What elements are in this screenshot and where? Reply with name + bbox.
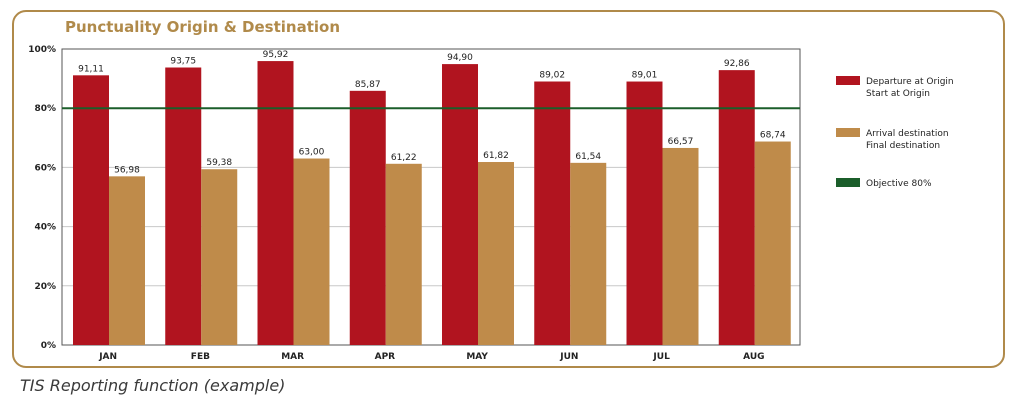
x-tick-label-aug: AUG (743, 352, 764, 362)
bar-arrival-jul (662, 147, 699, 345)
x-tick-label-feb: FEB (191, 352, 210, 362)
chart-title: Punctuality Origin & Destination (65, 18, 341, 36)
bar-departure-jul (626, 81, 663, 346)
legend-swatch-arrival (836, 128, 860, 137)
bar-departure-mar (257, 61, 294, 345)
data-label-departure-apr: 85,87 (355, 80, 381, 90)
y-tick-label: 20% (34, 282, 56, 292)
legend-label-arrival: Arrival destination (866, 129, 949, 139)
bar-arrival-may (478, 162, 514, 345)
legend-label-departure: Departure at Origin (866, 77, 954, 87)
legend-swatch-objective (836, 178, 860, 187)
data-label-arrival-apr: 61,22 (391, 153, 417, 163)
x-tick-label-mar: MAR (281, 352, 304, 362)
data-label-departure-mar: 95,92 (263, 50, 289, 60)
bar-departure-aug (718, 70, 755, 345)
data-label-arrival-jan: 56,98 (114, 165, 140, 175)
data-label-arrival-jun: 61,54 (575, 152, 601, 162)
bar-departure-jun (534, 81, 571, 346)
y-tick-label: 80% (34, 104, 56, 114)
figure-caption: TIS Reporting function (example) (20, 376, 286, 395)
data-label-departure-feb: 93,75 (170, 57, 196, 67)
plot-area-border (61, 48, 801, 346)
y-tick-label: 100% (28, 45, 56, 55)
x-tick-label-apr: APR (375, 352, 396, 362)
data-label-arrival-mar: 63,00 (299, 148, 325, 158)
bar-arrival-jun (570, 162, 607, 345)
data-label-departure-jun: 89,02 (539, 71, 565, 81)
data-label-arrival-may: 61,82 (483, 151, 509, 161)
x-tick-label-jul: JUL (652, 352, 670, 362)
x-tick-label-jun: JUN (559, 352, 578, 362)
y-tick-label: 0% (41, 341, 56, 351)
legend-swatch-departure (836, 76, 860, 85)
bar-arrival-aug (754, 141, 791, 345)
data-label-arrival-jul: 66,57 (668, 137, 694, 147)
data-label-arrival-aug: 68,74 (760, 131, 786, 141)
bar-departure-may (442, 64, 478, 345)
data-label-departure-aug: 92,86 (724, 59, 750, 69)
bar-arrival-feb (201, 169, 238, 345)
bar-arrival-jan (109, 176, 145, 345)
bar-arrival-mar (293, 158, 330, 345)
bar-arrival-apr (385, 163, 422, 345)
legend-label-objective: Objective 80% (866, 179, 932, 189)
data-label-departure-jul: 89,01 (632, 71, 658, 81)
bar-departure-jan (73, 75, 109, 346)
y-tick-label: 40% (34, 223, 56, 233)
x-tick-label-may: MAY (466, 352, 488, 362)
y-tick-label: 60% (34, 163, 56, 173)
data-label-departure-may: 94,90 (447, 53, 473, 63)
data-label-departure-jan: 91,11 (78, 64, 104, 74)
data-label-arrival-feb: 59,38 (206, 158, 232, 168)
bar-departure-apr (349, 90, 386, 345)
legend-label-departure-line2: Start at Origin (866, 89, 930, 99)
legend-label-arrival-line2: Final destination (866, 141, 940, 151)
x-tick-label-jan: JAN (98, 352, 117, 362)
bar-departure-feb (165, 67, 202, 345)
